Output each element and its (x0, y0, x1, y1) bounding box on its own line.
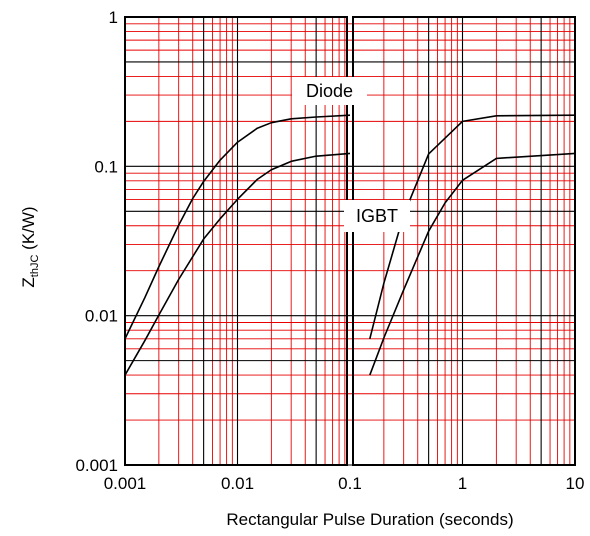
annotations: Diode IGBT (292, 77, 410, 232)
frame-left (124, 16, 348, 466)
annotation-igbt: IGBT (356, 206, 398, 226)
y-tick-label: 0.01 (85, 307, 118, 326)
series-line-igbt (369, 152, 576, 376)
frame-right (352, 16, 576, 466)
y-axis-title-main: Z (19, 277, 38, 287)
annotation-diode: Diode (306, 81, 353, 101)
x-tick-label: 0.01 (221, 474, 254, 493)
y-tick-label: 1 (109, 8, 118, 27)
plot-panel-right (353, 17, 575, 465)
y-axis-title: ZthJC (K/W) (19, 206, 41, 287)
series-line-diode (124, 114, 351, 340)
x-axis-title: Rectangular Pulse Duration (seconds) (226, 510, 513, 529)
series-line-igbt (124, 152, 351, 376)
x-tick-label: 10 (566, 474, 585, 493)
plot-frame (124, 16, 576, 466)
y-tick-label: 0.1 (94, 157, 118, 176)
y-axis-title-subscript: thJC (29, 255, 41, 278)
tick-labels: 0.001 0.01 0.1 1 10 0.001 0.01 0.1 1 (75, 8, 584, 493)
series-layer (124, 114, 576, 376)
series-line-diode (369, 114, 576, 339)
minor-grid (125, 17, 575, 465)
y-axis-title-unit: (K/W) (19, 206, 38, 254)
annotation-box-igbt (344, 200, 410, 232)
x-tick-label: 1 (458, 474, 467, 493)
x-tick-label: 0.001 (104, 474, 147, 493)
annotation-box-diode (292, 77, 367, 105)
y-tick-label: 0.001 (75, 456, 118, 475)
x-tick-label: 0.1 (338, 474, 362, 493)
